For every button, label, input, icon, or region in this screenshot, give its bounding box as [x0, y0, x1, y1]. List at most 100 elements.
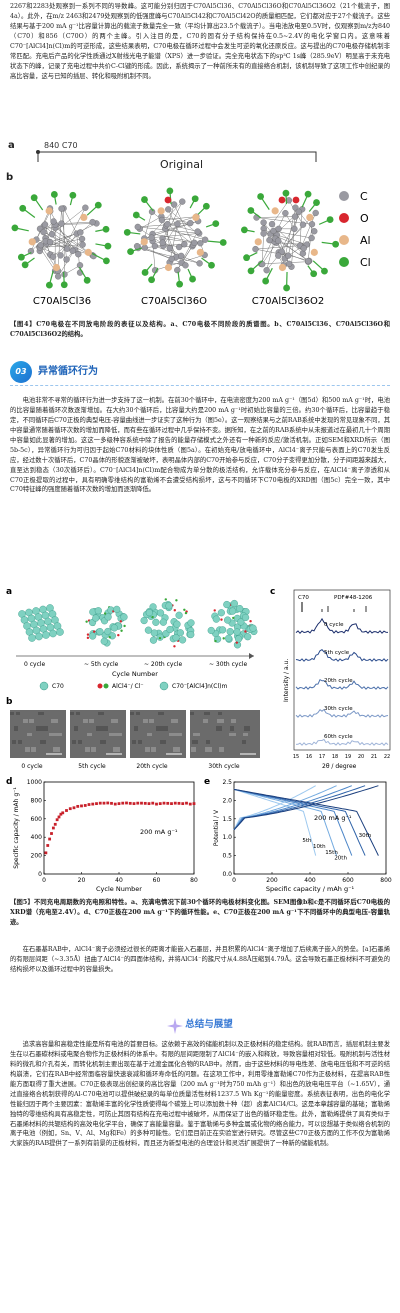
ion-dot — [220, 618, 223, 621]
chlorine-atom — [60, 281, 68, 289]
sem-texture — [113, 747, 120, 752]
chlorine-atom — [102, 257, 110, 265]
chart-d-point — [143, 801, 147, 805]
chlorine-atom — [304, 190, 312, 198]
cage-bond — [278, 240, 310, 262]
c70-sphere — [225, 634, 233, 642]
chart-e-xlabel: Specific capacity / mAh g⁻¹ — [266, 885, 355, 893]
chart-d-point — [106, 801, 110, 805]
cage-bond — [144, 247, 172, 260]
xrd-tick-label: 19 — [345, 754, 351, 760]
sem-texture — [76, 712, 80, 715]
carbon-atom — [61, 271, 68, 278]
c70-sphere — [165, 602, 173, 610]
sparkle-icon — [167, 1017, 184, 1034]
chlorine-atom — [17, 253, 25, 261]
c70-sphere — [156, 609, 165, 617]
ion-dot — [213, 609, 216, 612]
ion-dot — [173, 645, 176, 648]
sem-texture — [100, 740, 106, 744]
stage-3: ~ 30th cycle — [209, 661, 247, 668]
sem-texture — [89, 719, 94, 723]
ion-dot — [86, 636, 90, 640]
sem-texture — [74, 726, 78, 731]
c70-sphere — [241, 613, 250, 622]
aluminum-atom — [254, 238, 262, 246]
sem-texture — [12, 740, 16, 744]
aluminum-atom — [306, 213, 314, 222]
cage-bond — [273, 230, 312, 239]
sem-texture — [156, 726, 162, 731]
chart-d-point — [188, 802, 192, 806]
chart-d-point — [95, 802, 98, 806]
xrd-xticks: 15 16 17 18 19 20 21 22 — [293, 754, 390, 760]
cage-bond — [161, 216, 191, 224]
sem-label-1: 5th cycle — [78, 763, 106, 770]
chlorine-atom — [208, 261, 215, 269]
carbon-atom — [270, 227, 277, 235]
ion-dot — [85, 620, 88, 623]
molecule-label-1: C70Al5Cl36 — [33, 296, 91, 307]
chlorine-atom — [202, 202, 210, 210]
c70-sphere — [166, 625, 174, 634]
aluminum-atom — [157, 207, 165, 215]
carbon-atom — [78, 235, 86, 243]
xrd-curve — [295, 708, 389, 718]
chart-d-point — [140, 801, 143, 805]
sem-texture — [136, 712, 140, 715]
chart-d-point — [113, 802, 117, 806]
c70-sphere — [96, 628, 104, 636]
carbon-atom — [54, 273, 62, 280]
sem-texture — [218, 712, 222, 715]
ion-dot — [235, 641, 239, 644]
fig5-panel-c-label: c — [270, 587, 275, 597]
chart-d-point — [72, 806, 76, 810]
chlorine-atom — [247, 267, 255, 275]
carbon-atom — [77, 229, 84, 236]
chart-d-point — [121, 801, 125, 805]
cage-bond — [266, 241, 275, 271]
xrd-curve-label-1: 5th cycle — [324, 650, 350, 656]
cage-bond — [51, 207, 86, 235]
c70-sphere — [89, 632, 97, 640]
sem-image-group — [10, 710, 260, 758]
chlorine-atom — [262, 277, 270, 285]
ion-dot — [123, 624, 126, 628]
sem-texture — [145, 747, 150, 752]
chart-d-point — [57, 815, 61, 819]
cage-bond — [276, 234, 307, 245]
chart-d-point — [80, 804, 83, 808]
chart-d-point — [98, 801, 102, 805]
sem-texture — [231, 719, 236, 723]
fig4-peak-label: 840 C70 — [44, 141, 78, 150]
cage-bond — [291, 216, 296, 267]
chart-d-point — [59, 812, 63, 816]
sem-texture — [18, 740, 22, 744]
sem-texture — [38, 712, 44, 715]
chart-d-point — [50, 832, 53, 835]
chart-d-xlabel: Cycle Number — [96, 885, 142, 893]
sem-texture — [102, 726, 108, 731]
carbon-atom — [312, 209, 319, 217]
xrd-curve — [295, 679, 389, 690]
carbon-atom — [196, 260, 203, 267]
chart-d-ytick-label: 1000 — [27, 779, 42, 786]
cage-bond — [166, 216, 197, 226]
chart-e-series-label: 10th — [313, 844, 326, 850]
chlorine-atom — [257, 193, 265, 200]
xrd-c70-label: C70 — [298, 595, 309, 601]
sem-texture — [87, 733, 92, 736]
sem-texture — [132, 740, 136, 744]
cage-bond — [57, 208, 62, 271]
carbon-atom — [89, 218, 96, 226]
chart-d-ytick-label: 800 — [31, 797, 43, 804]
chlorine-atom — [11, 224, 19, 232]
chart-d-point — [87, 803, 91, 806]
chlorine-atom — [104, 242, 112, 250]
chart-e-ytick-label: 0.0 — [222, 871, 232, 878]
ion-dot — [108, 636, 111, 639]
chlorine-atom — [189, 275, 196, 283]
chart-d-point — [91, 802, 95, 806]
ion-dot — [117, 633, 120, 637]
c70-sphere — [237, 618, 245, 626]
